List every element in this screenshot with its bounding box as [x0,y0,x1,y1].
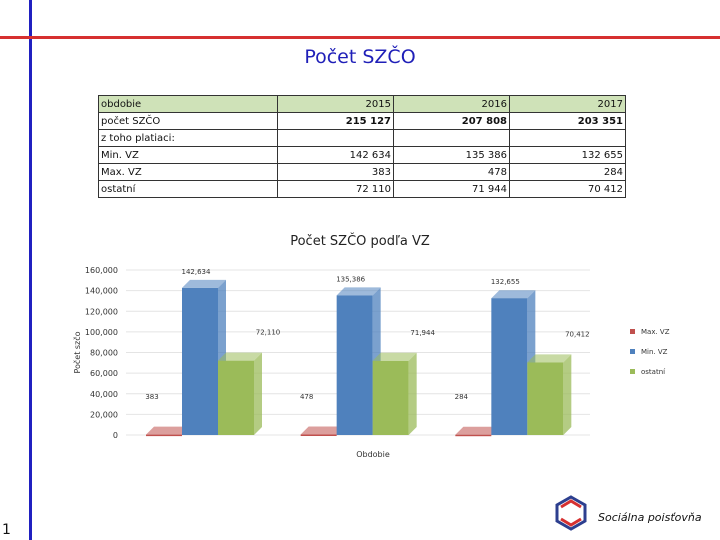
bar-top [300,426,345,435]
bar [300,434,337,437]
y-tick-label: 0 [113,431,118,440]
table-cell: 383 [277,163,394,181]
y-tick-label: 60,000 [90,369,118,378]
bar-chart: 0 20,000 40,000 60,000 80,000 100,000 120,000 1… [72,266,670,459]
data-label: 478 [300,393,313,401]
bar [527,362,564,435]
left-accent-line [29,0,32,540]
table-cell: 70 412 [509,180,626,198]
page-number: 1 [2,522,11,538]
slide-title: Počet SZČO [304,46,416,68]
table-cell [277,129,394,147]
y-tick-label: 160,000 [85,266,118,275]
legend-label: ostatní [641,368,666,376]
bar-top [146,426,190,435]
sp-logo-icon [555,495,587,531]
table-cell: 207 808 [393,112,510,130]
table-cell: 203 351 [509,112,626,130]
y-tick-label: 40,000 [90,390,118,399]
data-label: 70,412 [565,330,590,338]
table-cell: 478 [393,163,510,181]
table-header-cell: obdobie [98,95,278,113]
bar-top [527,354,572,363]
table-cell [393,129,510,147]
footer-logo-text: Sociálna poisťovňa [598,511,702,524]
bar [491,298,528,435]
y-tick-label: 80,000 [90,349,118,358]
bar-top [491,290,536,299]
table-cell: 132 655 [509,146,626,164]
table-header-cell: 2017 [509,95,626,113]
bar [336,295,373,435]
stats-table: obdobie 2015 2016 2017 počet SZČO 215 12… [98,95,626,198]
bar-side [408,352,417,435]
table-row: z toho platiaci: [98,129,626,147]
table-row: ostatní 72 110 71 944 70 412 [98,180,626,198]
table-cell: 72 110 [277,180,394,198]
bar-side [254,352,262,435]
row-label: ostatní [98,180,278,198]
bar [218,360,254,435]
data-label: 135,386 [336,275,365,283]
x-axis-label: Obdobie [356,450,390,459]
bar-top [455,426,500,435]
table-cell: 215 127 [277,112,394,130]
row-label: počet SZČO [98,112,278,130]
table-row: počet SZČO 215 127 207 808 203 351 [98,112,626,130]
bar-top [336,287,381,296]
table-cell: 71 944 [393,180,510,198]
top-accent-line [0,36,720,39]
bar-top [372,352,417,361]
table-header-row: obdobie 2015 2016 2017 [98,95,626,113]
legend-swatch [630,369,635,374]
table-header-cell: 2015 [277,95,394,113]
table-cell [509,129,626,147]
row-label: Min. VZ [98,146,278,164]
bar [455,434,492,437]
legend-swatch [630,349,635,354]
y-tick-label: 120,000 [85,307,118,316]
data-label: 383 [145,393,158,401]
y-tick-label: 140,000 [85,287,118,296]
y-tick-label: 20,000 [90,410,118,419]
chart-title: Počet SZČO podľa VZ [290,234,430,249]
table-cell: 142 634 [277,146,394,164]
table-cell: 135 386 [393,146,510,164]
bar [372,360,409,435]
row-label: z toho platiaci: [98,129,278,147]
y-axis-label: Počet szčo [72,331,82,373]
data-label: 71,944 [410,329,435,337]
legend-label: Max. VZ [641,328,670,336]
data-label: 142,634 [182,268,211,276]
y-tick-label: 100,000 [85,328,118,337]
bar-top [218,352,262,361]
data-label: 284 [455,393,469,401]
data-label: 132,655 [491,278,520,286]
table-row: Min. VZ 142 634 135 386 132 655 [98,146,626,164]
bar [182,287,218,435]
row-label: Max. VZ [98,163,278,181]
bar [146,434,182,437]
table-cell: 284 [509,163,626,181]
legend-swatch [630,329,635,334]
table-row: Max. VZ 383 478 284 [98,163,626,181]
data-label: 72,110 [256,329,281,337]
legend-label: Min. VZ [641,348,668,356]
table-header-cell: 2016 [393,95,510,113]
bar-top [182,279,226,288]
bar-side [563,354,572,435]
